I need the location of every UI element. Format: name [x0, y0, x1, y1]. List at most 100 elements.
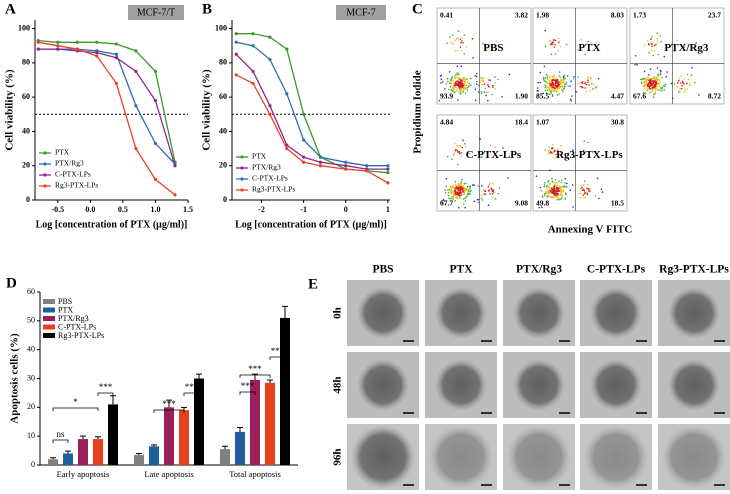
event-dot [649, 87, 652, 90]
event-dot [651, 88, 653, 91]
event-dot [554, 43, 556, 46]
event-dot [490, 187, 493, 190]
event-dot [658, 79, 661, 81]
data-point [251, 81, 255, 86]
event-dot [558, 71, 561, 73]
y-tick-label: 0 [223, 195, 227, 204]
event-dot [544, 89, 547, 92]
x-tick-label: Total apoptosis [229, 469, 281, 479]
event-dot [654, 76, 656, 79]
event-dot [642, 92, 645, 94]
event-dot [447, 191, 450, 194]
event-dot [456, 65, 459, 67]
panel-label: B [202, 1, 212, 17]
quadrant-value: 1.73 [633, 11, 646, 20]
y-tick-label: 0 [26, 195, 30, 204]
event-dot [457, 189, 460, 192]
y-tick-label: 80 [22, 58, 30, 67]
event-dot [653, 50, 656, 52]
spheroid [513, 359, 565, 411]
data-point [318, 164, 323, 168]
data-point [114, 42, 118, 46]
legend-label: PTX [55, 148, 70, 157]
event-dot [463, 193, 465, 195]
event-dot [551, 79, 554, 81]
x-tick-label: 1.0 [150, 205, 160, 214]
event-dot [660, 87, 662, 89]
event-dot [543, 65, 546, 68]
event-dot [455, 89, 458, 92]
event-dot [589, 188, 592, 190]
event-dot [581, 81, 584, 83]
quadrant-value: 23.7 [708, 11, 721, 20]
event-dot [682, 81, 684, 84]
event-dot [449, 189, 452, 192]
y-axis-label: Cell viability (%) [201, 69, 213, 151]
event-dot [687, 78, 690, 81]
event-dot [566, 182, 568, 185]
event-dot [555, 181, 558, 184]
event-dot [650, 38, 652, 40]
event-dot [441, 201, 444, 204]
event-dot [463, 182, 466, 185]
event-dot [673, 82, 676, 84]
event-dot [454, 180, 457, 183]
event-dot [463, 82, 466, 85]
event-dot [498, 187, 501, 189]
quadrant-value: 67.6 [633, 92, 646, 101]
event-dot [556, 79, 559, 81]
event-dot [541, 196, 544, 198]
event-dot [584, 197, 586, 199]
event-dot [559, 186, 561, 188]
event-dot [553, 194, 555, 196]
event-dot [540, 190, 543, 192]
event-dot [565, 83, 567, 85]
event-dot [584, 82, 587, 84]
event-dot [601, 191, 604, 193]
event-dot [646, 80, 648, 82]
spheroid [584, 425, 648, 489]
event-dot [465, 84, 468, 86]
data-point [318, 160, 323, 164]
significance-label: *** [248, 364, 262, 374]
event-dot [651, 49, 653, 52]
event-dot [656, 41, 659, 43]
event-dot [491, 193, 494, 195]
event-dot [656, 77, 658, 79]
quadrant-value: 1.90 [515, 92, 528, 101]
event-dot [695, 42, 697, 44]
event-dot [597, 77, 600, 80]
event-dot [444, 88, 446, 90]
event-dot [583, 180, 586, 182]
event-dot [546, 89, 549, 91]
event-dot [459, 182, 461, 185]
event-dot [639, 78, 642, 81]
event-dot [557, 149, 559, 151]
event-dot [598, 197, 600, 200]
event-dot [459, 78, 462, 81]
data-point [344, 167, 348, 171]
bar [194, 378, 204, 465]
y-tick-label: 20 [27, 402, 35, 411]
event-dot [474, 75, 477, 77]
error-bar [110, 395, 116, 405]
event-dot [464, 142, 466, 145]
event-dot [460, 41, 462, 44]
event-dot [565, 43, 568, 46]
event-dot [658, 89, 661, 91]
event-dot [463, 191, 465, 194]
event-dot [457, 163, 459, 166]
y-tick-label: 20 [22, 161, 30, 170]
event-dot [579, 192, 582, 195]
event-dot [469, 185, 471, 188]
event-dot [678, 79, 680, 82]
event-dot [557, 181, 559, 184]
event-dot [448, 188, 451, 191]
event-dot [448, 88, 450, 91]
event-dot [670, 82, 673, 85]
quadrant-value: 8.72 [708, 92, 721, 101]
event-dot [636, 64, 638, 66]
event-dot [663, 88, 666, 91]
event-dot [544, 77, 547, 79]
event-dot [659, 81, 662, 83]
